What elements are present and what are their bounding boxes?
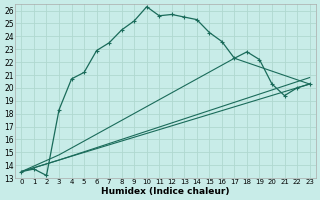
X-axis label: Humidex (Indice chaleur): Humidex (Indice chaleur) [101,187,230,196]
